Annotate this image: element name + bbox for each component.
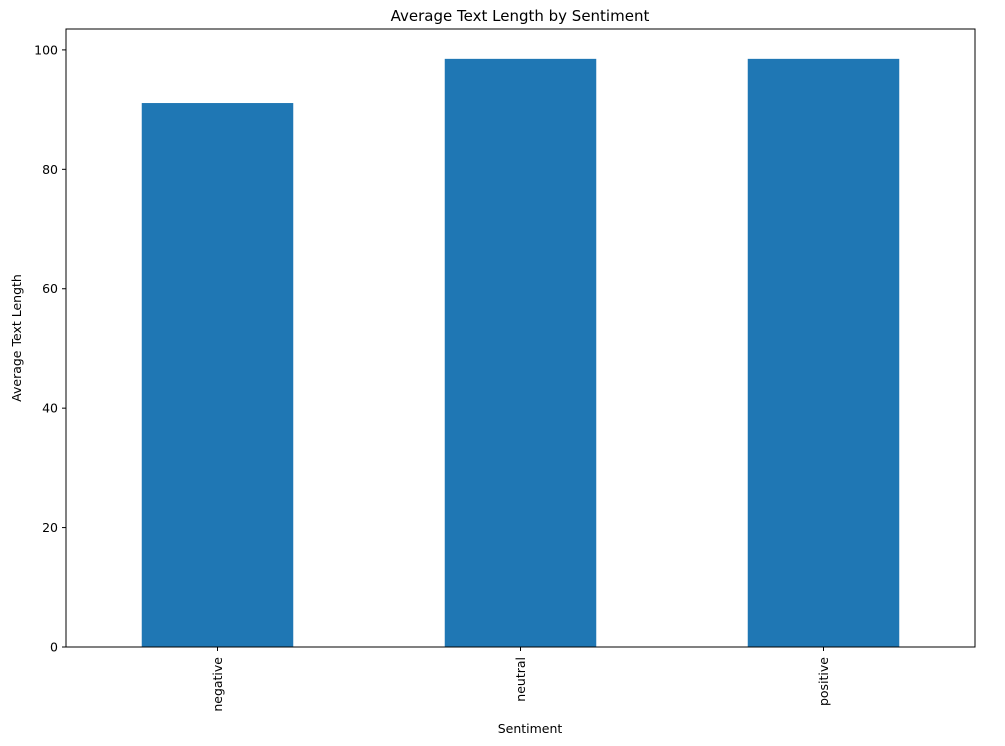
y-tick-label-60: 60	[42, 281, 58, 296]
y-tick-label-20: 20	[42, 520, 58, 535]
y-axis-label: Average Text Length	[9, 274, 24, 402]
bar-positive	[747, 58, 900, 647]
y-tick-label-0: 0	[50, 640, 58, 655]
x-axis: negative neutral positive	[210, 647, 831, 712]
y-tick-label-100: 100	[34, 42, 58, 57]
chart-title: Average Text Length by Sentiment	[391, 7, 650, 25]
bar-neutral	[444, 58, 597, 647]
y-tick-label-80: 80	[42, 162, 58, 177]
plot-frame	[65, 28, 976, 648]
bar-negative	[141, 103, 294, 647]
x-axis-label: Sentiment	[498, 721, 563, 736]
x-tick-label-negative: negative	[210, 657, 225, 712]
x-tick-label-positive: positive	[816, 657, 831, 706]
x-tick-label-neutral: neutral	[513, 657, 528, 702]
y-axis: 0 20 40 60 80 100	[34, 42, 66, 655]
bars-group	[141, 58, 900, 647]
y-tick-label-40: 40	[42, 401, 58, 416]
